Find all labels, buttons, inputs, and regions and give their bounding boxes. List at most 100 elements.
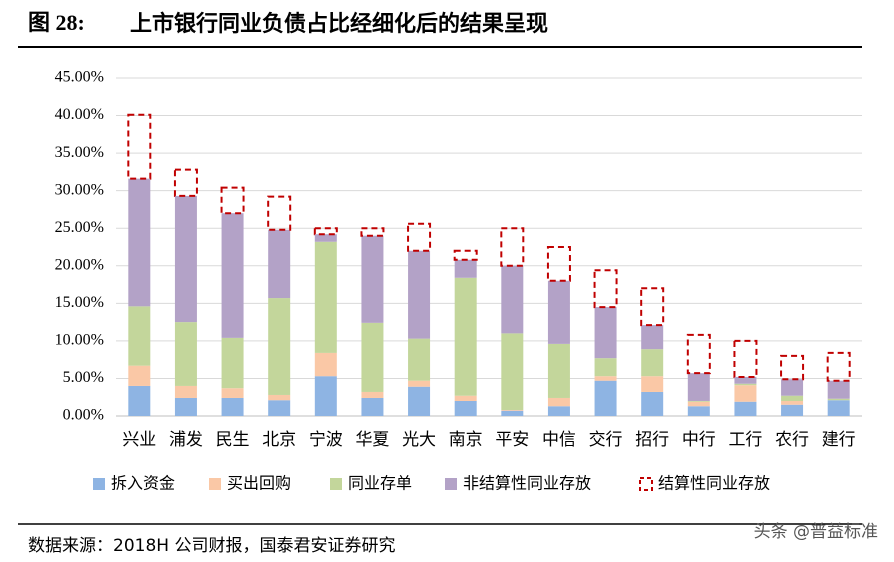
legend-swatch [330,478,342,490]
bar-segment [314,376,337,416]
bar-segment [314,234,337,242]
source: 数据来源：2018H 公司财报，国泰君安证券研究 [28,536,395,556]
bar-segment [408,250,431,339]
y-tick-label: 45.00% [55,69,104,86]
bar-segment [128,385,151,416]
x-tick-label: 交行 [589,430,623,450]
y-tick-label: 20.00% [55,256,104,273]
bar-segment [221,213,244,338]
bar-segment [501,410,524,416]
bar-segment [174,397,197,416]
bar-segment [641,349,664,377]
bar-segment [594,358,617,377]
bar-segment [781,379,804,396]
bar-segment [501,265,524,334]
bar-segment [827,398,850,401]
bar-segment [594,307,617,359]
bar-segment [547,280,570,344]
bar-segment [268,298,291,395]
bar-segment [268,229,291,299]
bar-segment [734,376,757,384]
legend-swatch [93,478,105,490]
chart-title: 上市银行同业负债占比经细化后的结果呈现 [130,11,548,37]
bar-segment [221,337,244,389]
bar-segment [781,404,804,416]
bar-segment [267,195,292,231]
bar-segment [734,385,757,402]
bar-segment [454,400,477,416]
y-tick-label: 35.00% [55,144,104,161]
x-tick-label: 宁波 [309,430,343,450]
bar-segment [128,178,151,307]
bar-segment [454,259,477,278]
bar-segment [127,113,152,180]
bar-segment [501,333,524,410]
bar-segment [687,400,710,402]
bar-segment [641,376,664,392]
bar-segment [361,397,384,416]
bar-segment [407,222,432,252]
x-tick-label: 农行 [775,430,809,450]
x-tick-label: 招行 [635,430,669,450]
bar-segment [313,227,338,236]
bar-segment [594,376,617,381]
y-tick-label: 15.00% [55,294,104,311]
bar-segment [687,401,710,407]
bar-segment [826,351,851,382]
bar-segment [361,322,384,392]
bar-segment [454,395,477,401]
x-tick-label: 中行 [682,430,716,450]
x-tick-label: 民生 [216,430,250,450]
bar-segment [501,409,524,411]
bar-segment [268,394,291,401]
x-tick-label: 浦发 [169,430,203,450]
bar-segment [687,406,710,416]
bar-segment [641,391,664,416]
bar-segment [686,333,711,375]
bar-segment [827,400,850,416]
legend-label: 拆入资金 [111,474,175,493]
x-tick-label: 中信 [542,430,576,450]
bar-segment [221,388,244,398]
bar-segment [408,380,431,387]
bar-segment [781,400,804,405]
legend-swatch [445,478,457,490]
y-tick-label: 25.00% [55,219,104,236]
bar-segment [500,227,525,267]
bar-segment [361,391,384,398]
x-tick-label: 建行 [822,430,856,450]
bar-segment [314,352,337,377]
bar-segment [174,195,197,323]
bar-segment [593,269,618,309]
bar-segment [547,397,570,407]
bar-segment [546,246,571,282]
bar-segment [408,386,431,416]
legend-swatch [639,477,653,491]
bar-segment [641,325,664,350]
bar-segment [454,277,477,396]
bar-segment [173,168,198,197]
bar-segment [268,400,291,416]
x-tick-label: 工行 [728,430,762,450]
bar-segment [827,380,850,399]
bar-segment [361,235,384,323]
bar-segment [128,306,151,366]
bar-segment [221,397,244,416]
figure-label: 图 28: [28,10,85,35]
legend-swatch [209,478,221,490]
y-tick-label: 5.00% [63,369,104,386]
bar-segment [128,365,151,386]
watermark: 头条 @普益标准 [754,522,878,542]
bar-segment [174,322,197,386]
bar-segment [174,385,197,398]
bar-segment [640,287,665,327]
bar-segment [408,338,431,381]
y-tick-label: 30.00% [55,181,104,198]
bar-segment [781,395,804,401]
x-tick-label: 兴业 [122,430,156,450]
bar-segment [314,241,337,353]
bar-segment [687,373,710,401]
bar-segment [734,383,757,386]
